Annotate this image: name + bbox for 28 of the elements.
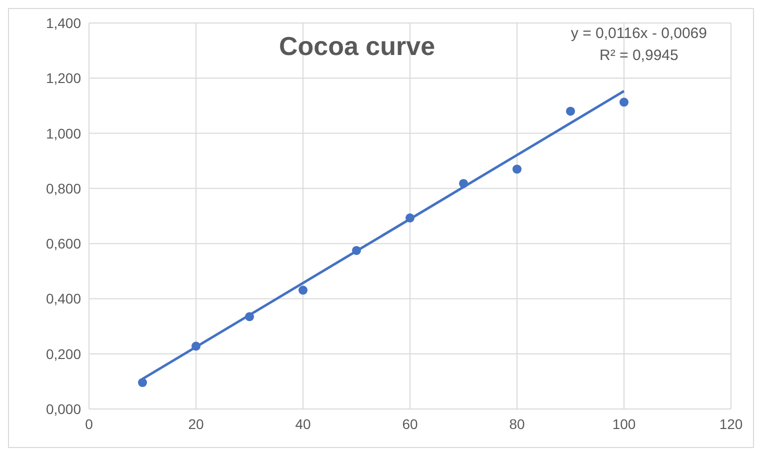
- x-tick-label: 80: [509, 416, 525, 432]
- annotation: y = 0,0116x - 0,0069: [570, 24, 707, 44]
- x-tick-label: 60: [402, 416, 418, 432]
- y-tick-label: 0,400: [46, 290, 82, 307]
- y-tick-label: 1,400: [46, 14, 82, 31]
- point: [512, 164, 522, 174]
- y-tick-label: 0,200: [46, 346, 82, 362]
- point: [405, 213, 415, 222]
- y-tick-label: 1,200: [46, 70, 82, 86]
- y-tick-label: 0,600: [46, 236, 82, 252]
- point: [191, 342, 201, 351]
- x-tick-label: 40: [295, 416, 311, 432]
- x-tick-label: 20: [188, 416, 204, 432]
- point: [298, 286, 308, 295]
- point: [244, 312, 254, 322]
- y-tick-label: 1,000: [46, 125, 82, 142]
- y-tick-label: 0,000: [46, 400, 82, 417]
- point: [352, 246, 362, 255]
- point: [619, 98, 629, 107]
- x-tick-label: 100: [612, 416, 636, 432]
- point: [138, 378, 148, 388]
- x-tick-label: 0: [85, 416, 94, 432]
- point: [458, 178, 468, 188]
- x-tick-label: 120: [719, 416, 743, 432]
- chart-title: Cocoa curve: [279, 31, 436, 62]
- annotation: R² = 0,9945: [598, 46, 680, 66]
- point: [566, 106, 576, 116]
- y-tick-label: 0,800: [46, 180, 82, 196]
